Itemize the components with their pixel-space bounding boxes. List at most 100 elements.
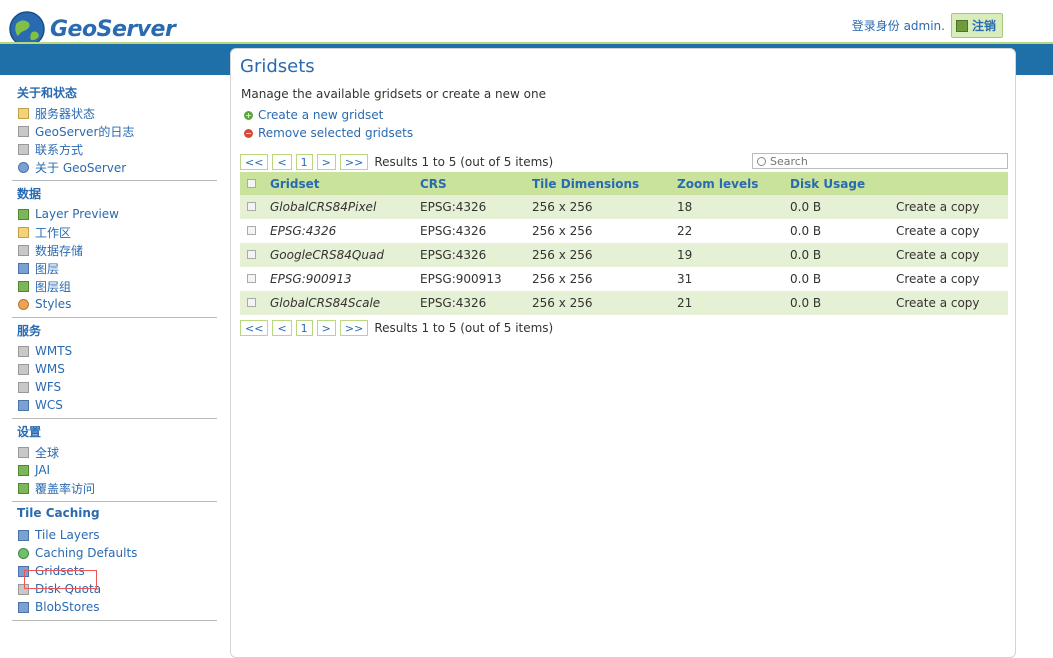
pager-first-button[interactable]: << (240, 154, 269, 170)
gridset-name-link[interactable]: EPSG:900913 (270, 267, 420, 291)
sidebar-item-caching-defaults[interactable]: Caching Defaults (12, 544, 217, 562)
image-icon (18, 464, 29, 476)
service-icon (18, 381, 29, 393)
sidebar-item-logs[interactable]: GeoServer的日志 (12, 122, 217, 140)
selection-highlight (24, 570, 97, 589)
sidebar-item-server-status[interactable]: 服务器状态 (12, 104, 217, 122)
gridset-name-link[interactable]: GlobalCRS84Scale (270, 291, 420, 315)
table-row: EPSG:4326 EPSG:4326 256 x 256 22 0.0 B C… (240, 219, 1008, 243)
sidebar-heading: 服务 (17, 324, 42, 338)
column-header-tile-dimensions[interactable]: Tile Dimensions (532, 172, 677, 195)
user-area: 登录身份 admin. 注销 (852, 13, 1003, 38)
storage-icon (18, 601, 29, 613)
page-title: Gridsets (240, 56, 315, 77)
search-icon (757, 156, 766, 166)
pager-next-button[interactable]: > (316, 154, 336, 170)
create-copy-link[interactable]: Create a copy (896, 291, 1008, 315)
zoom-levels-cell: 31 (677, 267, 790, 291)
sidebar-item-jai[interactable]: JAI (12, 461, 217, 479)
search-input[interactable] (770, 154, 1000, 168)
globe-icon (18, 547, 29, 559)
logo-text: GeoServer (50, 16, 176, 42)
pager-last-button[interactable]: >> (339, 320, 369, 336)
pager-page-button[interactable]: 1 (295, 154, 313, 170)
column-header-crs[interactable]: CRS (420, 172, 532, 195)
tile-dimensions-cell: 256 x 256 (532, 219, 677, 243)
results-count: Results 1 to 5 (out of 5 items) (374, 321, 554, 335)
sidebar-item-wmts[interactable]: WMTS (12, 342, 217, 360)
pager-prev-button[interactable]: < (272, 154, 292, 170)
gridsets-table: Gridset CRS Tile Dimensions Zoom levels … (240, 172, 1008, 315)
gridset-name-link[interactable]: GoogleCRS84Quad (270, 243, 420, 267)
remove-icon: − (244, 128, 253, 138)
logout-button[interactable]: 注销 (950, 13, 1003, 38)
gridset-name-link[interactable]: EPSG:4326 (270, 219, 420, 243)
page-description: Manage the available gridsets or create … (241, 87, 546, 101)
table-row: GoogleCRS84Quad EPSG:4326 256 x 256 19 0… (240, 243, 1008, 267)
disk-icon (18, 583, 29, 595)
column-header-disk-usage[interactable]: Disk Usage (790, 172, 896, 195)
map-icon (18, 208, 29, 220)
row-checkbox[interactable] (247, 226, 256, 235)
sidebar-item-layer-groups[interactable]: 图层组 (12, 277, 217, 295)
create-copy-link[interactable]: Create a copy (896, 195, 1008, 219)
create-gridset-link[interactable]: + Create a new gridset (244, 108, 384, 122)
sidebar-item-stores[interactable]: 数据存储 (12, 241, 217, 259)
sidebar-item-wms[interactable]: WMS (12, 360, 217, 378)
sidebar-heading: 关于和状态 (17, 86, 78, 100)
row-checkbox[interactable] (247, 250, 256, 259)
sidebar-item-tile-layers[interactable]: Tile Layers (12, 526, 217, 544)
select-all-checkbox[interactable] (247, 178, 256, 188)
sidebar-item-coverage-access[interactable]: 覆盖率访问 (12, 479, 217, 497)
sidebar-item-about[interactable]: 关于 GeoServer (12, 158, 217, 176)
row-checkbox[interactable] (247, 202, 256, 211)
grid-icon (18, 565, 29, 577)
database-icon (18, 244, 29, 256)
row-checkbox[interactable] (247, 274, 256, 283)
service-icon (18, 363, 29, 375)
search-box[interactable] (752, 153, 1008, 169)
create-copy-link[interactable]: Create a copy (896, 219, 1008, 243)
disk-usage-cell: 0.0 B (790, 243, 896, 267)
create-copy-link[interactable]: Create a copy (896, 243, 1008, 267)
pager-next-button[interactable]: > (316, 320, 336, 336)
pager-bottom: << < 1 > >> Results 1 to 5 (out of 5 ite… (240, 320, 553, 336)
crs-cell: EPSG:900913 (420, 267, 532, 291)
info-icon (18, 161, 29, 173)
tile-dimensions-cell: 256 x 256 (532, 243, 677, 267)
zoom-levels-cell: 19 (677, 243, 790, 267)
login-status: 登录身份 admin. (851, 19, 945, 33)
column-header-actions (896, 172, 1008, 195)
sidebar-item-wcs[interactable]: WCS (12, 396, 217, 414)
palette-icon (18, 298, 29, 310)
pager-last-button[interactable]: >> (339, 154, 369, 170)
geoserver-logo[interactable]: GeoServer (8, 10, 176, 48)
sidebar-item-layer-preview[interactable]: Layer Preview (12, 205, 217, 223)
row-checkbox[interactable] (247, 298, 256, 307)
pager-page-button[interactable]: 1 (295, 320, 313, 336)
results-count: Results 1 to 5 (out of 5 items) (374, 155, 554, 169)
pager-first-button[interactable]: << (240, 320, 269, 336)
sidebar-item-blobstores[interactable]: BlobStores (12, 598, 217, 616)
sidebar-item-wfs[interactable]: WFS (12, 378, 217, 396)
create-copy-link[interactable]: Create a copy (896, 267, 1008, 291)
header: GeoServer 登录身份 admin. 注销 (0, 0, 1053, 47)
sidebar-item-styles[interactable]: Styles (12, 295, 217, 313)
gridset-name-link[interactable]: GlobalCRS84Pixel (270, 195, 420, 219)
sidebar-item-contact[interactable]: 联系方式 (12, 140, 217, 158)
sidebar-item-gridsets[interactable]: Gridsets (12, 562, 217, 580)
sidebar-item-global[interactable]: 全球 (12, 443, 217, 461)
content-panel (230, 48, 1016, 658)
column-header-zoom-levels[interactable]: Zoom levels (677, 172, 790, 195)
sidebar-section-about: 关于和状态 服务器状态 GeoServer的日志 联系方式 关于 GeoServ… (12, 80, 217, 181)
column-header-gridset[interactable]: Gridset (270, 172, 420, 195)
sidebar-section-services: 服务 WMTS WMS WFS WCS (12, 318, 217, 419)
disk-usage-cell: 0.0 B (790, 195, 896, 219)
folder-icon (18, 226, 29, 238)
sidebar-item-disk-quota[interactable]: Disk Quota (12, 580, 217, 598)
remove-gridsets-link[interactable]: − Remove selected gridsets (244, 126, 414, 140)
sidebar-item-layers[interactable]: 图层 (12, 259, 217, 277)
globe-icon (8, 10, 46, 48)
pager-prev-button[interactable]: < (272, 320, 292, 336)
sidebar-item-workspaces[interactable]: 工作区 (12, 223, 217, 241)
